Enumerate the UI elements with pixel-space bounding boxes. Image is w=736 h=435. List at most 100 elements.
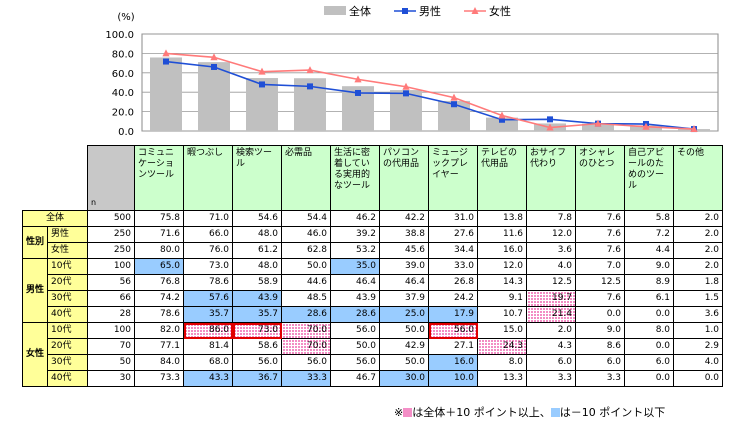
value-cell: 43.9 bbox=[330, 290, 381, 307]
value-cell: 16.0 bbox=[428, 354, 479, 371]
value-cell: 35.7 bbox=[183, 306, 234, 323]
value-cell: 71.6 bbox=[134, 226, 185, 243]
table-row: 20代 56 76.8 78.6 58.9 44.6 46.4 46.4 26.8 14.3 12.… bbox=[23, 274, 724, 291]
n-cell: 66 bbox=[87, 290, 136, 307]
row-label: 10代 bbox=[47, 258, 89, 275]
column-header: 自己アピールのためのツール bbox=[624, 145, 675, 211]
series-line bbox=[165, 52, 695, 130]
blue-swatch-icon bbox=[550, 408, 560, 417]
value-cell: 8.6 bbox=[575, 338, 626, 355]
value-cell: 24.3 bbox=[477, 338, 528, 355]
value-cell: 61.2 bbox=[232, 242, 283, 259]
point-marker bbox=[547, 116, 553, 123]
value-cell: 37.9 bbox=[379, 290, 430, 307]
value-cell: 25.0 bbox=[379, 306, 430, 323]
legend-marker bbox=[471, 7, 479, 14]
value-cell: 78.6 bbox=[134, 306, 185, 323]
value-cell: 13.8 bbox=[477, 210, 528, 227]
row-label: 全体 bbox=[21, 210, 89, 227]
table-row: 女性 250 80.0 76.0 61.2 62.8 53.2 45.6 34.4 16.0 3.6… bbox=[23, 242, 724, 259]
value-cell: 76.8 bbox=[134, 274, 185, 291]
value-cell: 3.3 bbox=[575, 370, 626, 387]
value-cell: 24.2 bbox=[428, 290, 479, 307]
value-cell: 12.0 bbox=[477, 258, 528, 275]
point-marker bbox=[162, 49, 170, 57]
value-cell: 7.6 bbox=[575, 210, 626, 227]
bar bbox=[150, 57, 182, 131]
value-cell: 56.0 bbox=[281, 354, 332, 371]
value-cell: 73.0 bbox=[232, 322, 283, 339]
value-cell: 7.2 bbox=[624, 226, 675, 243]
value-cell: 8.0 bbox=[477, 354, 528, 371]
value-cell: 56.0 bbox=[330, 322, 381, 339]
table-row: 30代 66 74.2 57.6 43.9 48.5 43.9 37.9 24.2 9.1 19.7… bbox=[23, 290, 724, 307]
bar-line-chart: 0.0 20.0 40.0 60.0 80.0 100.0 (%) 全体 男性 女性 bbox=[105, 4, 719, 138]
n-cell: 500 bbox=[87, 210, 136, 227]
value-cell: 65.0 bbox=[134, 258, 185, 275]
point-marker bbox=[546, 123, 554, 131]
value-cell: 16.0 bbox=[477, 242, 528, 259]
bar bbox=[198, 62, 230, 131]
value-cell: 78.6 bbox=[183, 274, 234, 291]
row-label: 40代 bbox=[47, 370, 89, 387]
row-label: 30代 bbox=[47, 354, 89, 371]
value-cell: 10.7 bbox=[477, 306, 528, 323]
value-cell: 2.9 bbox=[673, 338, 724, 355]
value-cell: 80.0 bbox=[134, 242, 185, 259]
value-cell: 46.4 bbox=[379, 274, 430, 291]
column-header: おサイフ代わり bbox=[526, 145, 577, 211]
value-cell: 42.2 bbox=[379, 210, 430, 227]
column-header: 検索ツール bbox=[232, 145, 283, 211]
legend-label: 全体 bbox=[349, 4, 371, 18]
group-label: 女性 bbox=[21, 322, 49, 387]
value-cell: 4.0 bbox=[673, 354, 724, 371]
point-marker bbox=[594, 119, 602, 127]
table-row: 男性 10代 100 65.0 73.0 48.0 50.0 35.0 39.0 33.0 12.0… bbox=[21, 258, 724, 323]
table-row: 20代 70 77.1 81.4 58.6 70.0 50.0 42.9 27.1 24.3 4.3… bbox=[23, 338, 724, 355]
value-cell: 81.4 bbox=[183, 338, 234, 355]
group-label: 男性 bbox=[21, 258, 49, 323]
value-cell: 6.0 bbox=[624, 354, 675, 371]
point-marker bbox=[163, 58, 169, 65]
value-cell: 28.6 bbox=[330, 306, 381, 323]
value-cell: 14.3 bbox=[477, 274, 528, 291]
value-cell: 7.0 bbox=[575, 258, 626, 275]
n-cell: 100 bbox=[87, 258, 136, 275]
table-row: 性別 男性 250 71.6 66.0 48.0 46.0 39.2 38.8 27.6 11.6 1… bbox=[21, 226, 724, 259]
value-cell: 30.0 bbox=[379, 370, 430, 387]
n-cell: 250 bbox=[87, 226, 136, 243]
point-marker bbox=[307, 83, 313, 90]
value-cell: 43.9 bbox=[232, 290, 283, 307]
value-cell: 6.1 bbox=[624, 290, 675, 307]
value-cell: 0.0 bbox=[624, 338, 675, 355]
value-cell: 84.0 bbox=[134, 354, 185, 371]
value-cell: 62.8 bbox=[281, 242, 332, 259]
y-tick-label: 60.0 bbox=[112, 69, 134, 80]
value-cell: 70.0 bbox=[281, 338, 332, 355]
value-cell: 27.6 bbox=[428, 226, 479, 243]
value-cell: 50.0 bbox=[379, 322, 430, 339]
column-header: 生活に密着している実用的なツール bbox=[330, 145, 381, 211]
y-tick-label: 20.0 bbox=[112, 108, 134, 119]
value-cell: 2.0 bbox=[673, 210, 724, 227]
value-cell: 48.0 bbox=[232, 258, 283, 275]
value-cell: 0.0 bbox=[575, 306, 626, 323]
value-cell: 35.0 bbox=[330, 258, 381, 275]
row-label: 30代 bbox=[47, 290, 89, 307]
table-row: 女性 10代 100 82.0 86.0 73.0 70.0 56.0 50.0 56.0 15.0… bbox=[21, 322, 724, 387]
value-cell: 0.0 bbox=[624, 370, 675, 387]
point-marker bbox=[402, 82, 410, 90]
table-row: 30代 50 84.0 68.0 56.0 56.0 56.0 50.0 16.0 8.0 6.0 6… bbox=[23, 354, 724, 371]
bar bbox=[390, 90, 422, 131]
value-cell: 21.4 bbox=[526, 306, 577, 323]
value-cell: 71.0 bbox=[183, 210, 234, 227]
value-cell: 48.5 bbox=[281, 290, 332, 307]
value-cell: 19.7 bbox=[526, 290, 577, 307]
column-header: ミュージックプレイヤー bbox=[428, 145, 479, 211]
value-cell: 33.3 bbox=[281, 370, 332, 387]
value-cell: 33.0 bbox=[428, 258, 479, 275]
value-cell: 8.9 bbox=[624, 274, 675, 291]
data-table: n コミュニケーションツール 暇つぶし 検索ツール 必需品 生活に密着している実用的なツー… bbox=[21, 145, 724, 387]
bar bbox=[582, 123, 614, 131]
value-cell: 9.0 bbox=[575, 322, 626, 339]
